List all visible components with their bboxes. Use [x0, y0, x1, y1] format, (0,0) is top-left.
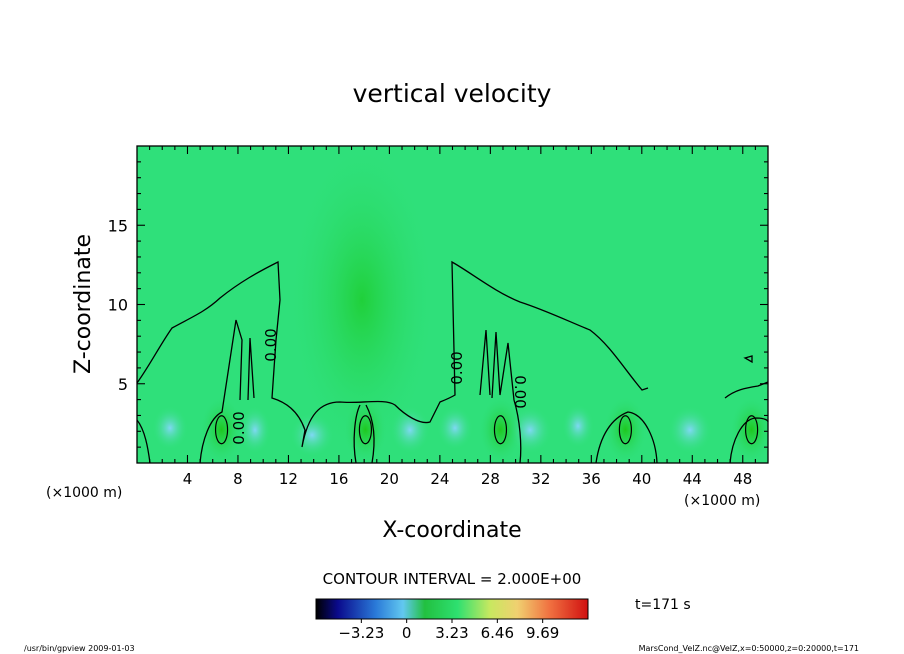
- updraft-core: [343, 395, 388, 463]
- time-label: t=171 s: [635, 597, 691, 613]
- x-unit-right: (×1000 m): [684, 493, 760, 509]
- downdraft-patch: [562, 404, 594, 448]
- downdraft-patch: [390, 406, 430, 454]
- heatmap-field: [137, 146, 768, 463]
- y-tick-label: 10: [108, 296, 128, 315]
- downdraft-patch: [152, 406, 188, 450]
- contour-label: 0.00: [511, 375, 529, 408]
- x-tick-label: 12: [279, 470, 298, 488]
- x-tick-label: 4: [183, 470, 193, 488]
- colorbar: [315, 598, 589, 620]
- x-tick-label: 16: [329, 470, 348, 488]
- updraft-core: [729, 395, 768, 463]
- x-tick-label: 48: [733, 470, 752, 488]
- contour-interval-label: CONTOUR INTERVAL = 2.000E+00: [323, 570, 582, 588]
- core-contour: [618, 415, 632, 445]
- colorbar-tick-label: 6.46: [481, 624, 514, 642]
- updraft-core: [199, 395, 244, 463]
- zero-contour: [724, 381, 769, 399]
- colorbar-tick-label: 3.23: [435, 624, 468, 642]
- y-tick-label: 15: [108, 216, 128, 235]
- core-contour: [744, 415, 759, 445]
- downdraft-patch: [668, 406, 712, 454]
- zero-contour: [199, 319, 243, 464]
- core-contour: [214, 415, 229, 445]
- colorbar-ticks: [360, 619, 544, 623]
- y-axis-label: Z-coordinate: [71, 234, 96, 374]
- colorbar-tick-label: 0: [402, 624, 412, 642]
- contour-label: 0.00: [262, 328, 280, 361]
- x-tick-label: 24: [430, 470, 449, 488]
- x-tick-labels: 4 8 12 16 20 24 28 32 36 40 44 48: [183, 470, 753, 488]
- y-tick-label: 5: [118, 375, 128, 394]
- core-contour: [358, 415, 373, 445]
- colorbar-labels: −3.23 0 3.23 6.46 9.69: [338, 624, 559, 642]
- x-tick-label: 8: [233, 470, 243, 488]
- x-axis-label: X-coordinate: [382, 518, 521, 543]
- zero-contour: [491, 331, 522, 464]
- updraft-core: [603, 395, 648, 463]
- x-tick-label: 36: [582, 470, 601, 488]
- colorbar-tick-label: −3.23: [338, 624, 384, 642]
- x-unit-left: (×1000 m): [46, 485, 122, 501]
- contour-label: 0.00: [230, 411, 248, 444]
- core-contours: [214, 415, 759, 445]
- x-tick-label: 44: [683, 470, 702, 488]
- zero-contour: [365, 404, 375, 464]
- core-contour: [493, 415, 508, 445]
- updraft-core: [478, 395, 523, 463]
- x-tick-label: 20: [380, 470, 399, 488]
- downdraft-patch: [290, 413, 334, 457]
- zero-contour: [479, 329, 491, 396]
- x-tick-label: 32: [531, 470, 550, 488]
- zero-contour: [595, 411, 658, 464]
- footer-right: MarsCond_VelZ.nc@VelZ,x=0:50000,z=0:2000…: [639, 644, 859, 653]
- x-tick-label: 28: [481, 470, 500, 488]
- zero-contour: [136, 260, 649, 448]
- axis-ticks: [137, 146, 768, 463]
- zero-contour: [743, 355, 753, 364]
- contour-lines: [136, 260, 769, 464]
- central-updraft-glow: [287, 146, 437, 460]
- zero-contour: [247, 337, 255, 401]
- footer-left: /usr/bin/gpview 2009-01-03: [24, 644, 135, 653]
- y-tick-labels: 5 10 15: [108, 216, 128, 394]
- contour-label: 0.00: [448, 351, 466, 384]
- colorbar-tick-label: 9.69: [526, 624, 559, 642]
- downdraft-patch: [239, 406, 271, 454]
- chart-title: vertical velocity: [353, 79, 552, 108]
- downdraft-patch: [437, 406, 473, 450]
- x-tick-label: 40: [632, 470, 651, 488]
- zero-contour: [353, 404, 361, 464]
